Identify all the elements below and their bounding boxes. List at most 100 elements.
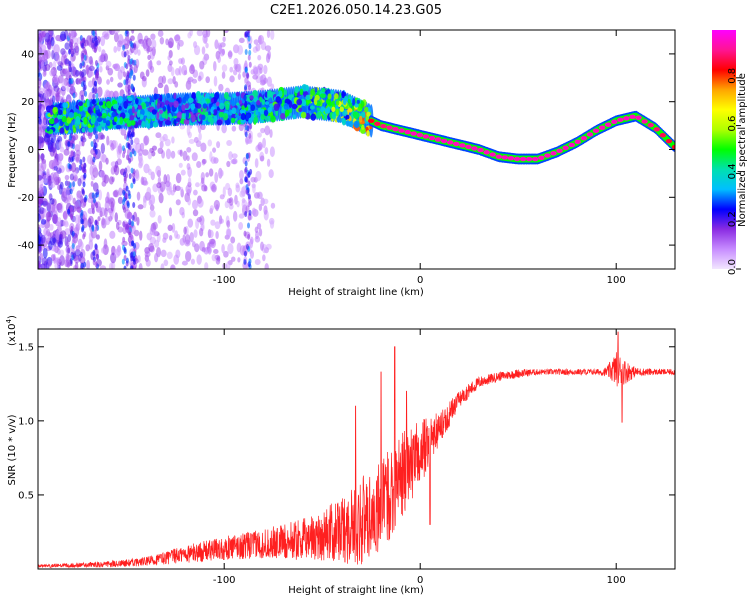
spectrogram-noise-cell <box>202 158 207 165</box>
spectrogram-noise-cell <box>159 136 166 143</box>
spectrogram-streak-cell <box>247 30 251 34</box>
spectrogram-noise-cell <box>231 125 237 132</box>
spectrogram-ridge-cell <box>112 103 119 110</box>
spectrogram-ridge-cell <box>300 111 307 119</box>
spectrogram-noise-cell <box>56 203 63 211</box>
spectrogram-ridge-cell <box>86 99 90 108</box>
spectrogram-ridge-cell <box>347 108 353 113</box>
spectrogram-noise-cell <box>142 197 147 209</box>
spectrogram-noise-cell <box>252 65 258 72</box>
spectrogram-streak-cell <box>121 145 125 152</box>
spectrogram-streak-cell <box>123 51 127 58</box>
spectrogram-noise-cell <box>170 189 175 196</box>
spectrogram-streak-cell <box>128 193 132 200</box>
spectrogram-noise-cell <box>41 55 48 63</box>
spectrogram-noise-cell <box>187 218 194 228</box>
spectrogram-streak-cell <box>91 87 95 94</box>
snr-panel: -100 0 100 0.5 1.0 1.5 Height of straight lin… <box>5 315 676 596</box>
spectrogram-noise-cell <box>258 203 263 212</box>
spectrogram-streak-cell <box>69 188 73 195</box>
spectrogram-ridge-core <box>623 116 630 121</box>
spectrogram-streak-cell <box>95 133 99 140</box>
spectrogram-noise-cell <box>133 172 140 182</box>
spectrogram-noise-cell <box>223 250 229 258</box>
spectrogram-streak-cell <box>70 225 74 232</box>
spectrogram-noise-cell <box>175 173 182 184</box>
spectrogram-noise-cell <box>41 30 46 38</box>
spectrogram-ridge-cell <box>98 125 102 133</box>
spectrogram-ridge-cell <box>113 116 118 123</box>
spectrogram-noise-cell <box>52 158 58 167</box>
spectrogram-noise-cell <box>172 76 176 85</box>
spectrogram-noise-cell <box>231 256 236 262</box>
spectrogram-noise-cell <box>222 36 226 43</box>
spectrogram-noise-cell <box>163 259 169 267</box>
spectrogram-noise-cell <box>168 60 173 66</box>
spectrogram-noise-cell <box>89 59 94 67</box>
spectrogram-streak-cell <box>94 261 98 268</box>
spectrogram-streak-cell <box>125 185 129 192</box>
snr-x-tick-label: 0 <box>417 575 423 586</box>
snr-x-tick-label: 100 <box>607 575 626 586</box>
spectrogram-ridge-core <box>556 148 563 154</box>
spectrogram-noise-cell <box>255 170 262 182</box>
spectrogram-noise-cell <box>216 141 221 149</box>
snr-y-multiplier: (x104) <box>5 315 18 346</box>
spectrogram-panel: -100 0 100 -40 -20 0 20 40 Height of straight l… <box>7 29 676 298</box>
spectrogram-ridge-cell <box>127 97 133 102</box>
spectrogram-noise-cell <box>38 109 42 118</box>
spectrogram-ridge-cell <box>354 103 359 108</box>
spectrogram-ridge-core <box>671 144 675 150</box>
spectrogram-streak-cell <box>80 218 84 225</box>
spectrogram-streak-cell <box>80 251 84 258</box>
spectrogram-noise-cell <box>149 204 155 211</box>
spectrogram-ridge-cell <box>320 106 325 113</box>
spectrogram-ridge-cell <box>139 114 144 120</box>
spectrogram-ridge-cell <box>360 111 366 118</box>
spectrogram-ridge-cell <box>253 116 259 124</box>
spectrogram-noise-cell <box>88 65 95 72</box>
spectrogram-noise-cell <box>55 54 61 64</box>
spectrogram-streak-cell <box>244 160 248 167</box>
spectrogram-streak-cell <box>130 139 134 146</box>
spectrogram-ridge-cell <box>159 122 163 128</box>
spectrogram-noise-cell <box>137 204 144 210</box>
spectrogram-noise-cell <box>79 241 84 250</box>
spectrogram-streak-cell <box>244 67 248 74</box>
spectrogram-streak-cell <box>68 156 72 163</box>
spectrogram-streak-cell <box>94 59 98 66</box>
spectrogram-noise-cell <box>168 37 174 49</box>
spectrogram-noise-cell <box>237 73 241 80</box>
spectrogram-ridge-cell <box>152 121 158 128</box>
spectrogram-noise-cell <box>146 186 152 198</box>
spectrogram-noise-cell <box>49 202 56 213</box>
spectrogram-noise-cell <box>99 66 103 73</box>
spectrogram-streak-cell <box>130 167 134 174</box>
spectrogram-noise-cell <box>213 61 217 72</box>
spectrogram-noise-cell <box>211 183 217 193</box>
spectrogram-noise-cell <box>155 132 162 139</box>
spectrogram-y-tick-label: -20 <box>18 193 34 204</box>
spectrogram-noise-cell <box>219 194 225 200</box>
spectrogram-ridge-core <box>580 135 588 141</box>
spectrogram-streak-cell <box>126 154 130 161</box>
spectrogram-noise-cell <box>270 202 276 209</box>
spectrogram-noise-cell <box>117 69 123 80</box>
spectrogram-ridge-cell <box>319 93 326 99</box>
spectrogram-streak-cell <box>248 209 252 216</box>
spectrogram-ridge-cell <box>159 109 164 115</box>
spectrogram-noise-cell <box>64 174 70 181</box>
spectrogram-noise-cell <box>38 77 42 89</box>
spectrogram-noise-cell <box>232 69 238 76</box>
spectrogram-streak-cell <box>71 155 75 162</box>
spectrogram-noise-cell <box>105 60 112 68</box>
spectrogram-noise-cell <box>259 75 264 83</box>
spectrogram-noise-cell <box>54 261 60 269</box>
spectrogram-noise-cell <box>151 145 157 151</box>
spectrogram-ridge-cell <box>345 114 350 120</box>
spectrogram-ridge-cell <box>353 111 360 120</box>
spectrogram-ridge-cell <box>231 107 237 115</box>
spectrogram-noise-cell <box>48 30 53 36</box>
spectrogram-streak-cell <box>131 220 135 227</box>
spectrogram-noise-cell <box>72 37 79 45</box>
